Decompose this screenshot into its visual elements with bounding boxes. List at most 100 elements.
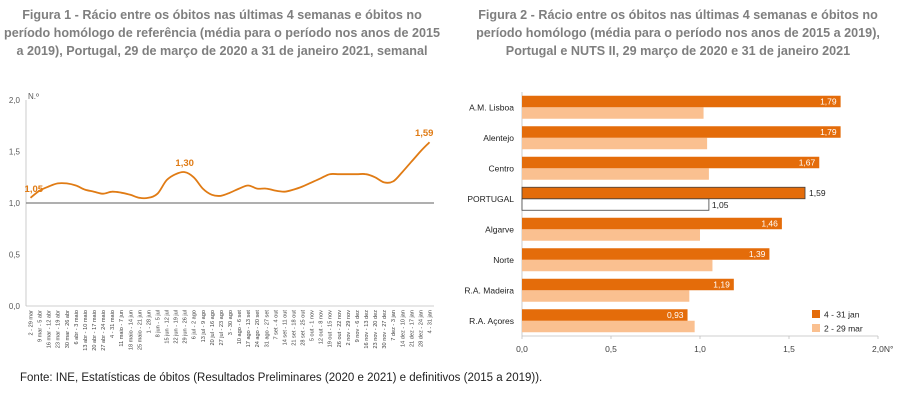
x-tick-label: 13 jul - 9 ago — [201, 310, 207, 342]
x-tick-label: 28 set - 25 out — [301, 310, 307, 346]
x-tick-label: 25 maio - 21 jun — [137, 310, 143, 350]
x-tick-label: 23 mar - 19 abr — [56, 310, 62, 348]
bar-2-29-mar — [522, 107, 704, 119]
x-tick-label: 13 abr - 10 maio — [83, 310, 89, 351]
x-tick-label: 1,0 — [694, 344, 706, 354]
x-tick-label: 9 nov - 6 dez — [355, 310, 361, 343]
x-tick-label: 16 mar - 12 abr — [47, 310, 53, 348]
x-tick-label: 10 ago - 6 set — [237, 310, 243, 345]
x-tick-label: 4 - 31 maio — [110, 310, 116, 338]
x-tick-label: 1 - 28 jun — [146, 310, 152, 333]
x-tick-label: 29 jun - 26 jul — [183, 310, 189, 344]
x-tick-label: 23 nov - 20 dez — [373, 310, 379, 349]
x-tick-label: 22 jun - 19 jul — [174, 310, 180, 344]
series-line — [29, 141, 431, 200]
bar-4-31-jan-label: 1,46 — [761, 218, 778, 228]
x-tick-label: 7 dez - 3 jan — [391, 310, 397, 341]
legend-label-2-29-mar: 2 - 29 mar — [824, 324, 863, 334]
x-tick-label: 5 out - 1 nov — [310, 310, 316, 341]
category-label: Norte — [493, 255, 514, 265]
x-tick-label: 21 set - 18 out — [291, 310, 297, 346]
x-tick-label: 4 - 31 jan — [427, 310, 433, 333]
bar-2-29-mar-label: 1,05 — [712, 200, 729, 210]
bar-4-31-jan-label: 1,67 — [799, 157, 816, 167]
x-tick-label: 14 dez - 10 jan — [400, 310, 406, 347]
x-tick-label: 9 mar - 5 abr — [38, 310, 44, 342]
legend-label-4-31-jan: 4 - 31 jan — [824, 310, 860, 320]
bar-4-31-jan — [521, 186, 806, 200]
bar-4-31-jan-label: 1,19 — [713, 279, 730, 289]
bar-4-31-jan-label: 1,39 — [749, 249, 766, 259]
x-tick-label: 30 mar - 26 abr — [65, 310, 71, 348]
x-tick-label: 30 nov - 27 dez — [382, 310, 388, 349]
legend-swatch-4-31-jan — [812, 310, 820, 318]
figure-1-title: Figura 1 - Rácio entre os óbitos nas últ… — [4, 8, 440, 58]
data-label: 1,05 — [25, 184, 44, 195]
bar-4-31-jan — [522, 217, 782, 230]
x-tick-label: 7 set - 4 out — [273, 310, 279, 340]
bar-4-31-jan — [522, 309, 688, 321]
x-tick-label: 11 maio - 7 jun — [119, 310, 125, 347]
y-tick-label: 0,0 — [9, 302, 21, 311]
y-tick-label: 1,5 — [9, 148, 21, 157]
bar-2-29-mar — [521, 198, 710, 211]
x-tick-label: 15 jun - 12 jul — [165, 310, 171, 344]
bar-4-31-jan-label: 1,59 — [809, 188, 826, 198]
x-tick-label: 8 jun - 5 jul — [155, 310, 161, 337]
y-tick-label: 0,5 — [9, 251, 21, 260]
bar-2-29-mar — [522, 229, 700, 241]
x-tick-label: 18 maio - 14 jun — [128, 310, 134, 350]
bar-2-29-mar — [522, 320, 695, 333]
x-tick-label: 27 abr - 24 maio — [101, 310, 107, 351]
bar-4-31-jan — [522, 156, 820, 169]
x-tick-label: 0,5 — [605, 344, 617, 354]
category-label: Centro — [488, 163, 514, 173]
x-tick-label: 16 nov - 13 dez — [364, 310, 370, 349]
y-axis-label: N.º — [28, 92, 39, 101]
bar-4-31-jan — [522, 95, 841, 108]
x-tick-label: 28 dez - 24 jan — [418, 310, 424, 347]
legend-swatch-2-29-mar — [812, 324, 820, 332]
x-tick-label: 19 out - 15 nov — [328, 310, 334, 348]
x-tick-label: 6 jul - 2 ago — [192, 310, 198, 339]
category-label: Alentejo — [483, 133, 514, 143]
category-label: A.M. Lisboa — [469, 102, 514, 112]
source-note: Fonte: INE, Estatísticas de óbitos (Resu… — [20, 372, 543, 384]
x-tick-label: 20 abr - 17 maio — [92, 310, 98, 351]
figure-2-bar-chart: 0,0 0,5 1,0 1,5 2,0N° A.M. Lisboa 1,79 Alentejo… — [464, 92, 893, 354]
y-tick-label: 2,0 — [9, 96, 21, 105]
category-label: R.A. Açores — [469, 316, 514, 326]
x-tick-label: 2 - 29 mar — [29, 310, 35, 336]
x-tick-label: 1,5 — [783, 344, 795, 354]
x-tick-label: 26 out - 22 nov — [337, 310, 343, 348]
bar-2-29-mar — [522, 137, 708, 150]
x-tick-label: 20 jul - 16 ago — [210, 310, 216, 345]
bar-2-29-mar — [522, 168, 709, 180]
x-tick-label: 3 - 30 ago — [228, 310, 234, 335]
x-tick-label: 14 set - 11 out — [282, 310, 288, 346]
figure-2-title: Figura 2 - Rácio entre os óbitos nas últ… — [476, 8, 880, 58]
x-tick-label: 17 ago - 13 set — [246, 310, 252, 348]
data-label: 1,59 — [415, 128, 434, 139]
bar-4-31-jan — [522, 126, 841, 138]
bar-4-31-jan-label: 0,93 — [667, 310, 684, 320]
y-tick-label: 1,0 — [9, 199, 21, 208]
data-label: 1,30 — [175, 158, 194, 169]
bar-2-29-mar — [522, 290, 690, 302]
x-tick-label: 21 dez - 17 jan — [409, 310, 415, 347]
bar-4-31-jan-label: 1,79 — [820, 96, 837, 106]
x-tick-label: 0,0 — [516, 344, 528, 354]
x-tick-label: 12 out - 8 nov — [319, 310, 325, 344]
bar-4-31-jan — [522, 278, 734, 291]
x-tick-label: 24 ago - 20 set — [255, 310, 261, 348]
figure-1-line-chart: 0,0 0,5 1,0 1,5 2,0 N.º 1,05 1,30 1,59 2 - 29 mar… — [9, 92, 434, 351]
x-tick-label: 2 nov - 29 nov — [346, 310, 352, 346]
x-tick-label: 6 abr - 3 maio — [74, 310, 80, 345]
category-label: R.A. Madeira — [464, 285, 514, 295]
category-label: Algarve — [485, 224, 514, 234]
category-label: PORTUGAL — [467, 194, 514, 204]
x-tick-label: 2,0N° — [872, 344, 893, 354]
bar-4-31-jan — [522, 248, 770, 260]
x-tick-label: 31 ago - 27 set — [264, 310, 270, 348]
bar-2-29-mar — [522, 259, 713, 272]
